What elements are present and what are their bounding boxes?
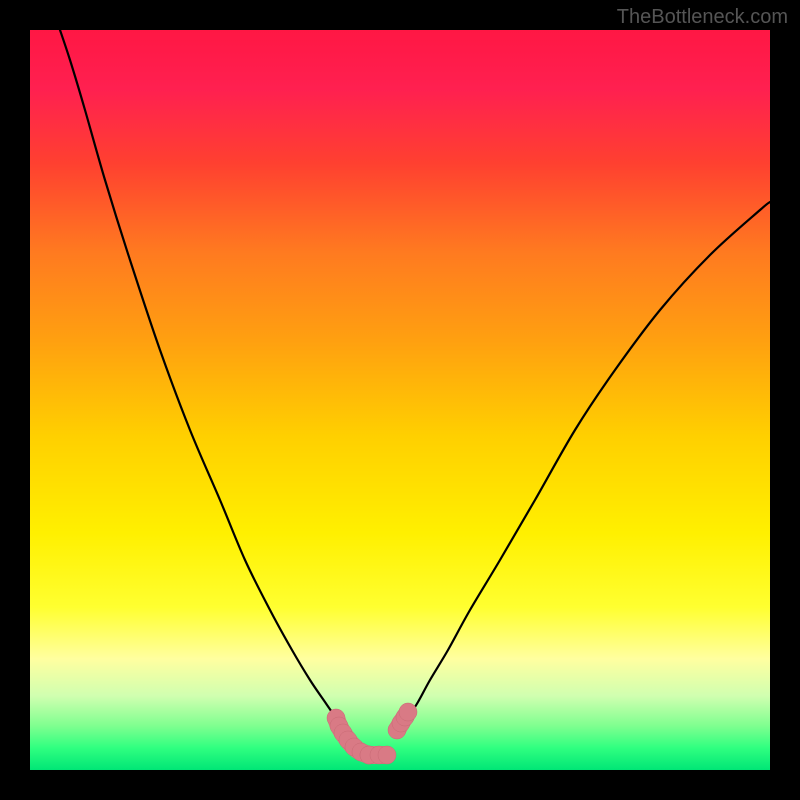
watermark-text: TheBottleneck.com bbox=[617, 6, 788, 29]
gradient-background bbox=[30, 30, 770, 770]
chart-plot-area bbox=[30, 30, 770, 770]
